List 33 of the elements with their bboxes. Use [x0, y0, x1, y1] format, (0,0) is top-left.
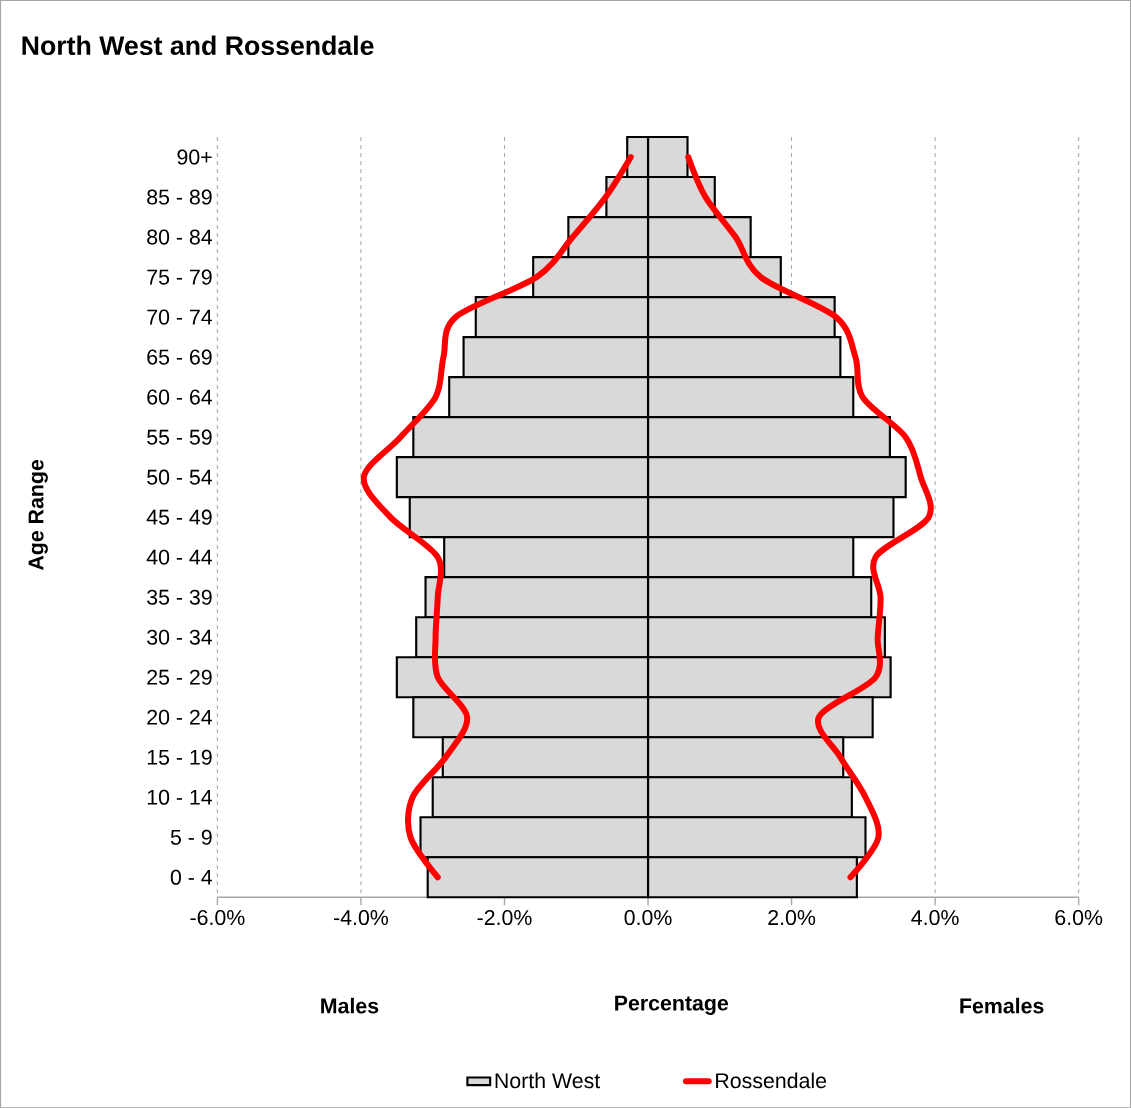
x-axis-title: Percentage [615, 995, 729, 1015]
x-tick-label: 2.0% [768, 909, 816, 925]
text: Females [960, 997, 1044, 1014]
y-tick-label: 10 - 14 [147, 789, 213, 805]
y-tick-label: 70 - 74 [147, 309, 213, 325]
x-tick-label: -2.0% [477, 909, 532, 925]
legend-label: North West [495, 1072, 601, 1089]
y-tick-label: 25 - 29 [147, 669, 212, 685]
text: Males [321, 997, 379, 1014]
y-tick-label: 5 - 9 [170, 829, 212, 845]
y-tick-label: 15 - 19 [147, 749, 212, 765]
y-tick-label: 60 - 64 [147, 389, 213, 405]
y-tick-label: 55 - 59 [147, 429, 212, 445]
y-tick-label: 85 - 89 [147, 189, 212, 205]
legend-label: Rossendale [716, 1072, 827, 1089]
y-tick-label: 80 - 84 [147, 229, 213, 245]
chart-title: North West and Rossendale [22, 35, 374, 55]
y-tick-label: 65 - 69 [147, 349, 212, 365]
y-tick-label: 35 - 39 [147, 589, 212, 605]
y-axis-title: Age Range [28, 459, 48, 570]
x-tick-label: -4.0% [334, 909, 389, 925]
x-tick-label: 4.0% [911, 909, 959, 925]
x-tick-label: -6.0% [190, 909, 245, 925]
y-tick-label: 20 - 24 [147, 709, 213, 725]
y-tick-label: 30 - 34 [147, 629, 213, 645]
y-tick-label: 0 - 4 [170, 869, 213, 885]
y-tick-label: 75 - 79 [147, 269, 212, 285]
x-tick-label: 0.0% [624, 909, 672, 925]
x-tick-label: 6.0% [1055, 909, 1103, 925]
y-tick-label: 45 - 49 [146, 509, 212, 525]
y-tick-label: 90+ [177, 149, 212, 165]
y-tick-label: 50 - 54 [147, 469, 213, 485]
y-tick-label: 40 - 44 [146, 549, 213, 565]
